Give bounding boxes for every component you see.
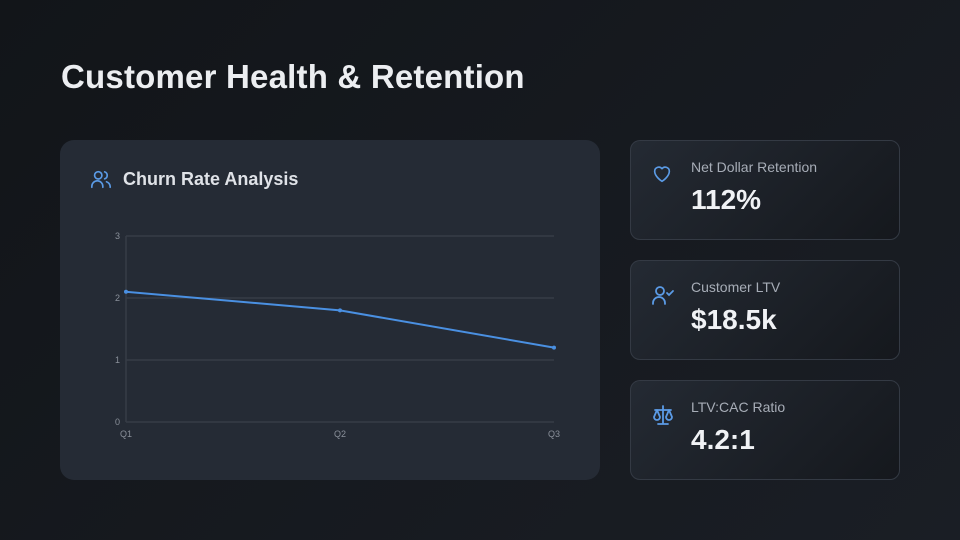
chart-title: Churn Rate Analysis — [123, 168, 299, 189]
kpi-value: 112% — [691, 184, 762, 215]
page-title: Customer Health & Retention — [61, 58, 525, 95]
kpi-card-ltv-cac-ratio: LTV:CAC Ratio 4.2:1 — [630, 380, 900, 480]
kpi-label: Net Dollar Retention — [691, 159, 818, 175]
churn-line-chart: 0 1 2 3 Q1 Q2 Q3 — [115, 231, 560, 439]
users-icon — [91, 170, 111, 189]
kpi-label: Customer LTV — [691, 279, 781, 295]
y-tick-label: 3 — [115, 231, 120, 241]
kpi-value: $18.5k — [691, 304, 777, 335]
y-tick-label: 1 — [115, 355, 120, 365]
churn-chart-card: 0 1 2 3 Q1 Q2 Q3 Churn Rate Analysis — [60, 140, 600, 480]
data-point — [124, 289, 128, 294]
x-tick-label: Q2 — [334, 429, 346, 439]
series-line — [125, 290, 555, 349]
user-check-icon — [652, 286, 674, 305]
x-tick-label: Q3 — [548, 429, 560, 439]
kpi-label: LTV:CAC Ratio — [691, 399, 786, 415]
y-tick-label: 2 — [115, 293, 120, 303]
kpi-value: 4.2:1 — [691, 424, 755, 455]
data-point — [338, 308, 342, 313]
x-tick-label: Q1 — [120, 429, 132, 439]
scale-icon — [653, 405, 673, 425]
kpi-card-customer-ltv: Customer LTV $18.5k — [630, 260, 900, 360]
heart-icon — [653, 166, 671, 183]
y-tick-label: 0 — [115, 417, 120, 427]
kpi-card-net-dollar-retention: Net Dollar Retention 112% — [630, 140, 900, 240]
data-point — [552, 345, 556, 350]
